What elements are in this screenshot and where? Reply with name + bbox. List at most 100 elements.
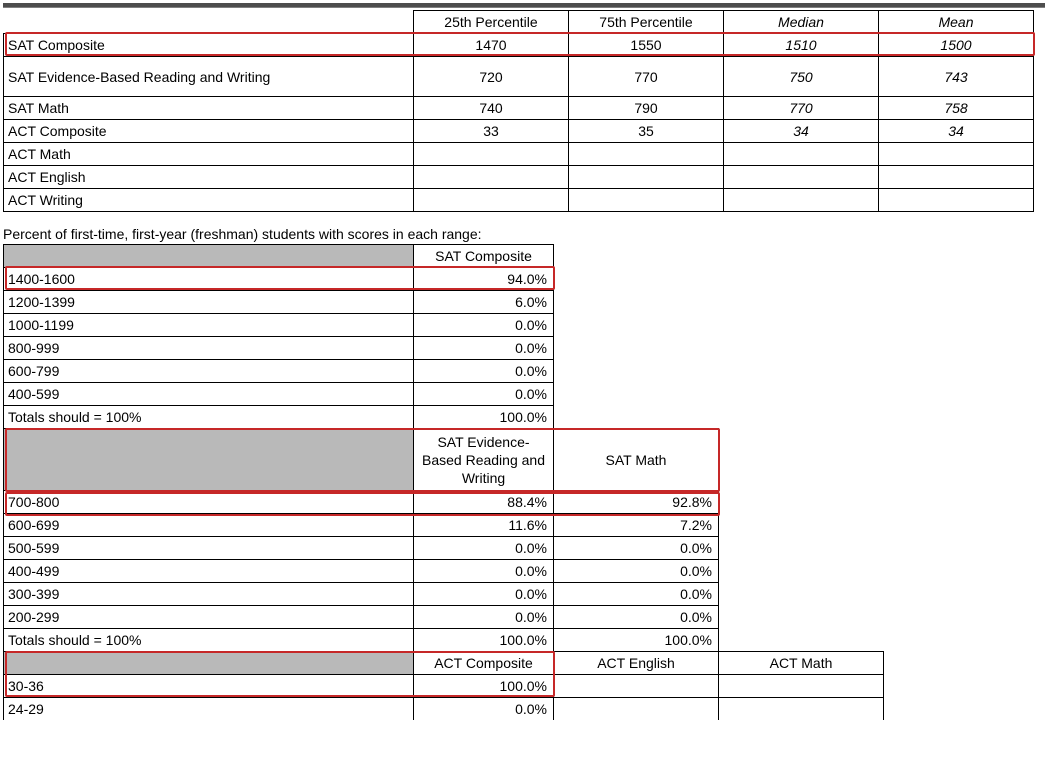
cell	[724, 166, 879, 189]
cell: 1470	[414, 34, 569, 57]
cell: 6.0%	[414, 291, 554, 314]
row-label: 600-799	[4, 360, 414, 383]
cell: 0.0%	[414, 383, 554, 406]
cell: 34	[724, 120, 879, 143]
row-label: ACT Composite	[4, 120, 414, 143]
table-header-row: 25th Percentile 75th Percentile Median M…	[4, 11, 1034, 34]
sat-section-dist-table: SAT Evidence-Based Reading and Writing S…	[3, 428, 719, 652]
cell: 88.4%	[414, 491, 554, 514]
blank-header	[4, 245, 414, 268]
cell: 0.0%	[414, 360, 554, 383]
table-header-row: ACT Composite ACT English ACT Math	[4, 652, 884, 675]
row-label: Totals should = 100%	[4, 406, 414, 429]
cell: 35	[569, 120, 724, 143]
cell	[569, 189, 724, 212]
table-row: 1000-11990.0%	[4, 314, 554, 337]
cell: 92.8%	[554, 491, 719, 514]
col-header: 75th Percentile	[569, 11, 724, 34]
cell: 720	[414, 57, 569, 97]
act-dist-table: ACT Composite ACT English ACT Math 30-36…	[3, 651, 884, 720]
percentile-table-wrap: 25th Percentile 75th Percentile Median M…	[3, 10, 1045, 212]
row-label: 400-499	[4, 560, 414, 583]
table-row: Totals should = 100%100.0%	[4, 406, 554, 429]
cell: 770	[569, 57, 724, 97]
row-label: 300-399	[4, 583, 414, 606]
cell: 100.0%	[414, 675, 554, 698]
table-row: 800-9990.0%	[4, 337, 554, 360]
table-row: SAT Composite 1470 1550 1510 1500	[4, 34, 1034, 57]
table-row: 500-5990.0%0.0%	[4, 537, 719, 560]
table-row: ACT Composite 33 35 34 34	[4, 120, 1034, 143]
sat-composite-dist-wrap: SAT Composite 1400-160094.0% 1200-13996.…	[3, 244, 1045, 429]
cell	[724, 143, 879, 166]
row-label: 30-36	[4, 675, 414, 698]
cell	[879, 143, 1034, 166]
cell: 11.6%	[414, 514, 554, 537]
cell	[879, 166, 1034, 189]
cell: 100.0%	[554, 629, 719, 652]
col-header: Mean	[879, 11, 1034, 34]
cell	[569, 143, 724, 166]
table-row: 200-2990.0%0.0%	[4, 606, 719, 629]
blank-header	[4, 11, 414, 34]
blank-header	[4, 652, 414, 675]
cell	[554, 675, 719, 698]
cell: 94.0%	[414, 268, 554, 291]
col-header: SAT Math	[554, 429, 719, 491]
table-row: 400-4990.0%0.0%	[4, 560, 719, 583]
row-label: ACT Writing	[4, 189, 414, 212]
cell	[719, 675, 884, 698]
cell	[724, 189, 879, 212]
table-row: 400-5990.0%	[4, 383, 554, 406]
table-row: ACT Writing	[4, 189, 1034, 212]
col-header: Median	[724, 11, 879, 34]
table-header-row: SAT Composite	[4, 245, 554, 268]
row-label: 1000-1199	[4, 314, 414, 337]
cell	[414, 166, 569, 189]
table-row: ACT English	[4, 166, 1034, 189]
row-label: 500-599	[4, 537, 414, 560]
cell	[554, 698, 719, 721]
cell: 750	[724, 57, 879, 97]
table-row: SAT Evidence-Based Reading and Writing 7…	[4, 57, 1034, 97]
cell	[719, 698, 884, 721]
cell: 100.0%	[414, 629, 554, 652]
cell: 0.0%	[414, 698, 554, 721]
table-row: 700-80088.4%92.8%	[4, 491, 719, 514]
row-label: SAT Composite	[4, 34, 414, 57]
cell	[414, 189, 569, 212]
table-row: 300-3990.0%0.0%	[4, 583, 719, 606]
col-header: ACT English	[554, 652, 719, 675]
cell: 758	[879, 97, 1034, 120]
row-label: Totals should = 100%	[4, 629, 414, 652]
row-label: 1200-1399	[4, 291, 414, 314]
col-header: ACT Composite	[414, 652, 554, 675]
row-label: ACT English	[4, 166, 414, 189]
cell: 790	[569, 97, 724, 120]
col-header: SAT Composite	[414, 245, 554, 268]
cell: 740	[414, 97, 569, 120]
table-row: ACT Math	[4, 143, 1034, 166]
row-label: 200-299	[4, 606, 414, 629]
table-row: 24-29 0.0%	[4, 698, 884, 721]
col-header: ACT Math	[719, 652, 884, 675]
cell: 743	[879, 57, 1034, 97]
blank-header	[4, 429, 414, 491]
cell: 0.0%	[554, 560, 719, 583]
cell: 1500	[879, 34, 1034, 57]
cell: 1510	[724, 34, 879, 57]
table-row: 30-36 100.0%	[4, 675, 884, 698]
cell	[879, 189, 1034, 212]
cell: 0.0%	[414, 560, 554, 583]
top-divider	[3, 3, 1045, 8]
table-row: 600-69911.6%7.2%	[4, 514, 719, 537]
cell: 0.0%	[414, 583, 554, 606]
row-label: SAT Math	[4, 97, 414, 120]
row-label: 700-800	[4, 491, 414, 514]
cell: 33	[414, 120, 569, 143]
col-header: SAT Evidence-Based Reading and Writing	[414, 429, 554, 491]
cell: 0.0%	[414, 314, 554, 337]
cell: 0.0%	[554, 606, 719, 629]
cell	[569, 166, 724, 189]
section-subtitle: Percent of first-time, first-year (fresh…	[3, 226, 1045, 242]
